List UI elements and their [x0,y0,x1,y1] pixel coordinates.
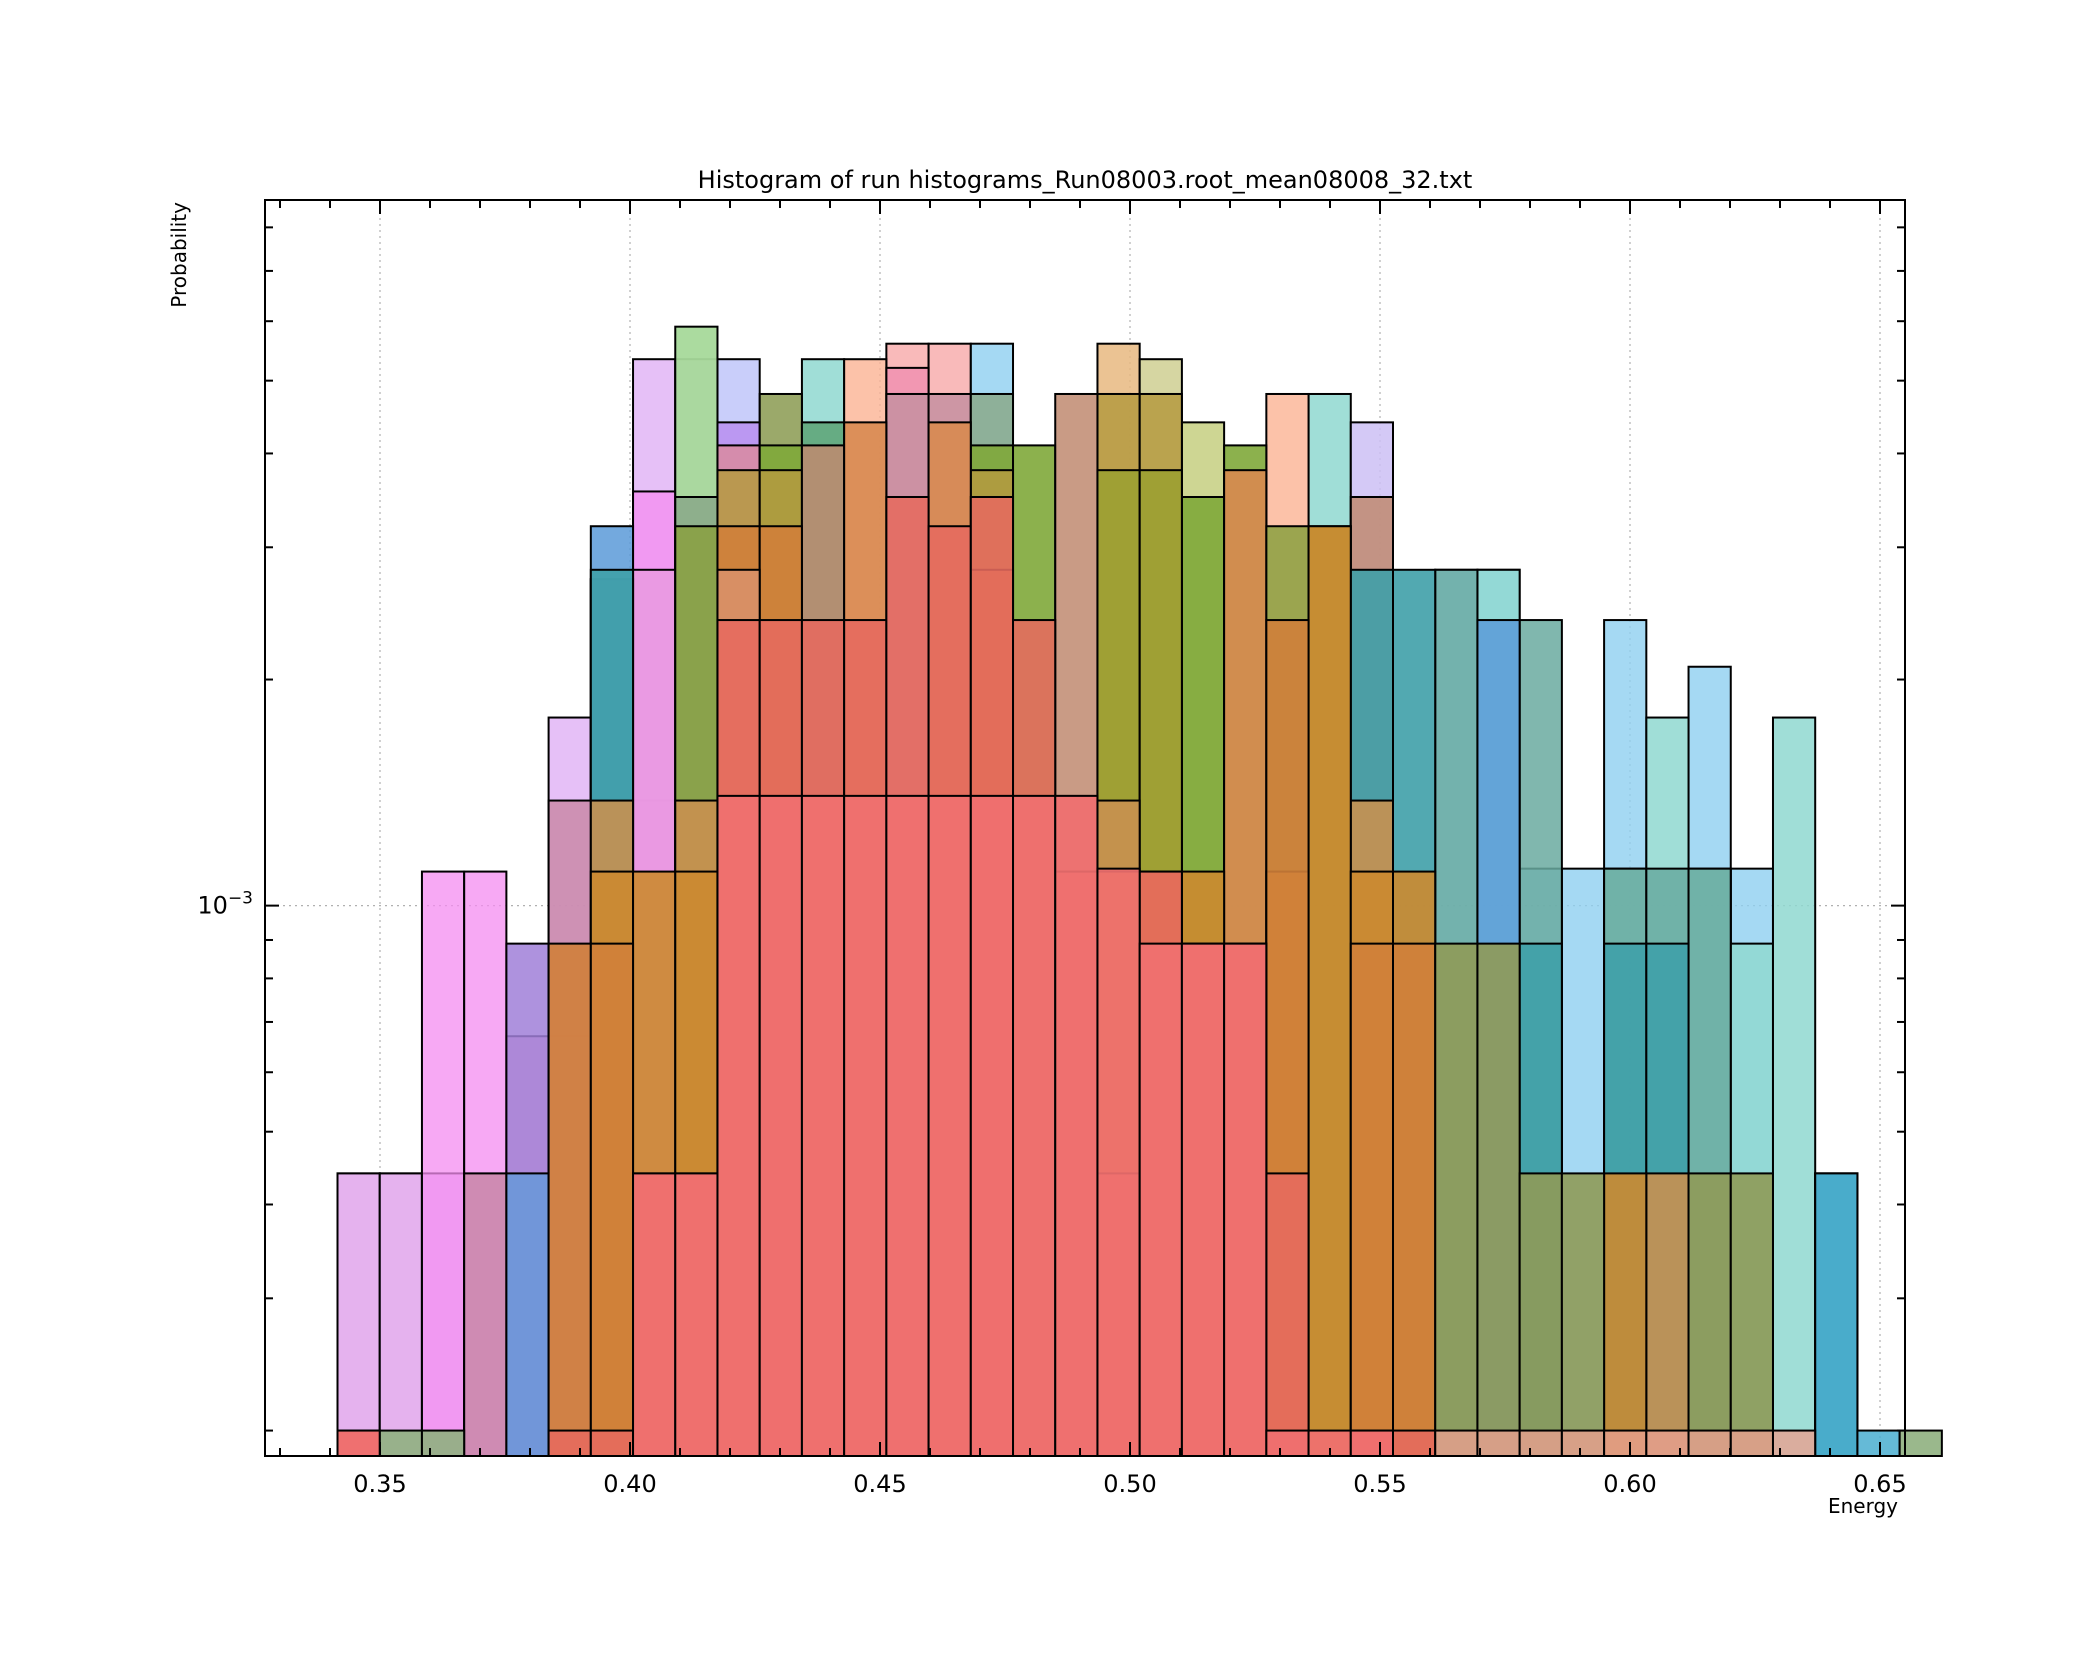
x-tick-label: 0.55 [1353,1470,1406,1498]
histogram-bar [716,794,761,1457]
histogram-bar [927,794,972,1457]
histogram-bar [1856,1429,1901,1457]
x-tick-label: 0.65 [1853,1470,1906,1498]
bars-layer [336,325,1943,1458]
histogram-bar [969,794,1015,1457]
histogram-bar [547,1429,592,1457]
x-tick-label: 0.45 [853,1470,906,1498]
histogram-bar [1180,942,1226,1457]
histogram-bar [1434,1429,1479,1457]
x-tick-label: 0.50 [1103,1470,1156,1498]
histogram-bar [1349,1429,1395,1457]
x-axis-label: Energy [1828,1494,1898,1518]
histogram-bar [1898,1429,1943,1457]
y-tick-label: 10−3 [197,889,253,920]
histogram-bar [1687,1172,1732,1458]
histogram-bar [547,942,592,1457]
x-tick-label: 0.35 [353,1470,406,1498]
histogram-bar [1054,794,1099,1457]
histogram-bar [1392,1429,1437,1457]
x-tick-label: 0.60 [1603,1470,1656,1498]
histogram-bar [843,794,888,1457]
histogram-bar [378,1172,423,1458]
histogram-bar [1771,716,1817,1457]
histogram-bar [1687,1429,1732,1457]
histogram-bar [1560,1172,1606,1458]
histogram-bar [885,794,930,1457]
histogram-bar [632,1172,677,1458]
histogram-bar [1265,1429,1310,1457]
histogram-bar [1518,1429,1563,1457]
histogram-bar [1476,1429,1521,1457]
histogram-bar [1814,1172,1859,1458]
histogram-bar [505,1172,550,1458]
histogram-bar [1603,1172,1648,1458]
histogram-bar [1096,867,1141,1457]
histogram-bar [1729,1172,1774,1458]
histogram-bar [1729,1429,1774,1457]
histogram-bar [336,1429,381,1457]
histogram-bar [758,794,803,1457]
histogram-bar [1560,1429,1606,1457]
histogram-bar [1392,942,1437,1457]
histogram-bar [420,1429,466,1457]
histogram-bar [1349,942,1395,1457]
histogram-bar [1138,942,1183,1457]
histogram-bar [378,1429,423,1457]
y-axis-label: Probability [167,202,191,308]
histogram-bar [800,794,846,1457]
histogram-bar [463,1172,508,1458]
histogram-bar [1307,525,1352,1457]
histogram-bar [1645,1429,1690,1457]
histogram-bar [1434,942,1479,1457]
histogram-bar [1223,942,1268,1457]
histogram-bar [589,942,635,1457]
histogram-bar [1265,1172,1310,1458]
chart-title: Histogram of run histograms_Run08003.roo… [698,166,1473,194]
histogram-bar [1518,1172,1563,1458]
histogram-bar [1603,1429,1648,1457]
x-tick-label: 0.40 [603,1470,656,1498]
plot-frame [264,199,1906,1457]
axes-layer: 0.35 0.40 0.45 0.50 0.55 0.60 0.65 10−3 [197,200,1907,1498]
histogram-bar [1012,794,1057,1457]
histogram-bar [336,1172,381,1458]
histogram-bar [589,1429,635,1457]
histogram-bar [674,1172,719,1458]
histogram-bar [1645,1172,1690,1458]
histogram-bar [1476,942,1521,1457]
histogram-bar [420,870,466,1457]
